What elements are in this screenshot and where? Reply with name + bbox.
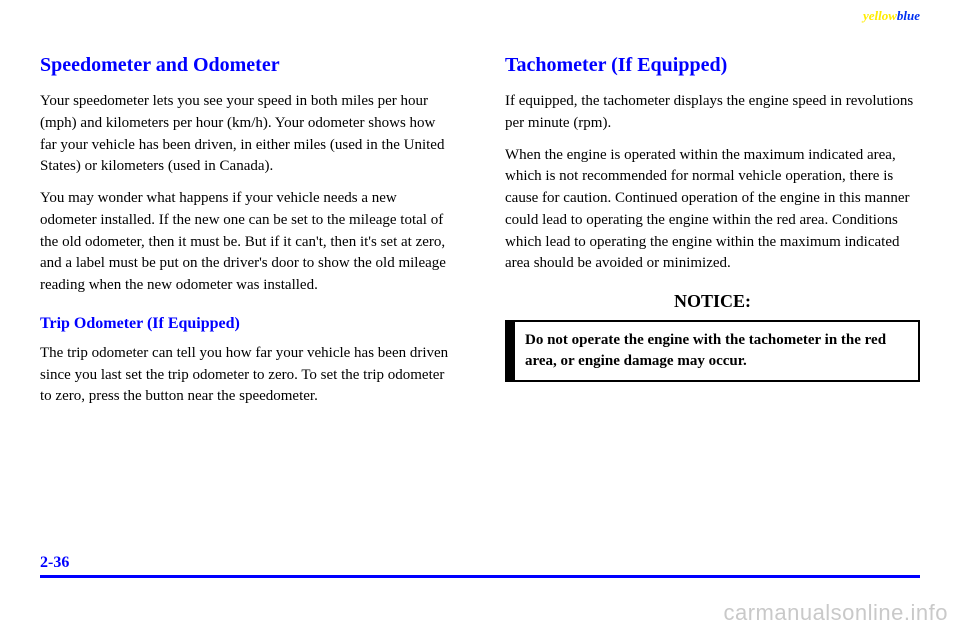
subheading-trip-odometer: Trip Odometer (If Equipped) <box>40 315 455 333</box>
corner-yellow: yellow <box>863 8 897 23</box>
para-speedometer-1: Your speedometer lets you see your speed… <box>40 91 455 178</box>
notice-box: Do not operate the engine with the tacho… <box>505 320 920 382</box>
notice-label: NOTICE: <box>505 291 920 312</box>
corner-label: yellowblue <box>863 8 920 24</box>
corner-blue: blue <box>897 8 920 23</box>
para-speedometer-2: You may wonder what happens if your vehi… <box>40 188 455 297</box>
para-tachometer-2: When the engine is operated within the m… <box>505 145 920 276</box>
page: yellowblue Speedometer and Odometer Your… <box>0 0 960 640</box>
page-number: 2-36 <box>40 554 75 572</box>
right-column: Tachometer (If Equipped) If equipped, th… <box>505 54 920 418</box>
para-trip-odometer: The trip odometer can tell you how far y… <box>40 343 455 408</box>
content-columns: Speedometer and Odometer Your speedomete… <box>40 54 920 418</box>
watermark: carmanualsonline.info <box>723 600 948 626</box>
heading-tachometer: Tachometer (If Equipped) <box>505 54 920 77</box>
para-tachometer-1: If equipped, the tachometer displays the… <box>505 91 920 135</box>
left-column: Speedometer and Odometer Your speedomete… <box>40 54 455 418</box>
footer-rule <box>40 575 920 578</box>
heading-speedometer: Speedometer and Odometer <box>40 54 455 77</box>
footer <box>40 575 920 578</box>
